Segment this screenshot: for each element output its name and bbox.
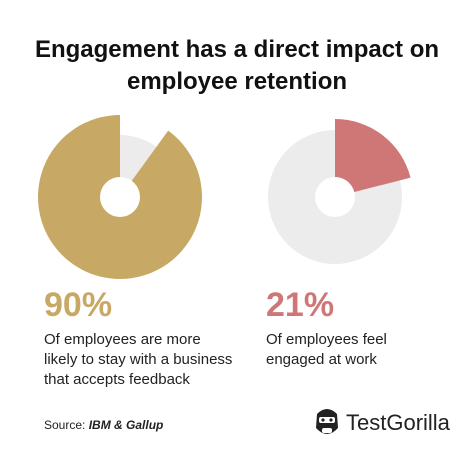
description: Of employees are more likely to stay wit… [44, 331, 233, 388]
brand: TestGorilla [346, 410, 450, 435]
value-label: 21% [266, 286, 335, 324]
brand-icon [316, 409, 338, 434]
source-label: Source: [44, 418, 86, 432]
title: Engagement has a direct impact on employ… [34, 36, 440, 95]
description: Of employees feel engaged at work [266, 331, 387, 368]
pie-slice [335, 119, 411, 197]
pie-hole [100, 177, 140, 217]
pie-hole [315, 177, 355, 217]
value-label: 90% [44, 286, 113, 324]
source: Source: IBM & Gallup [44, 418, 163, 432]
source-name: IBM & Gallup [88, 418, 164, 432]
